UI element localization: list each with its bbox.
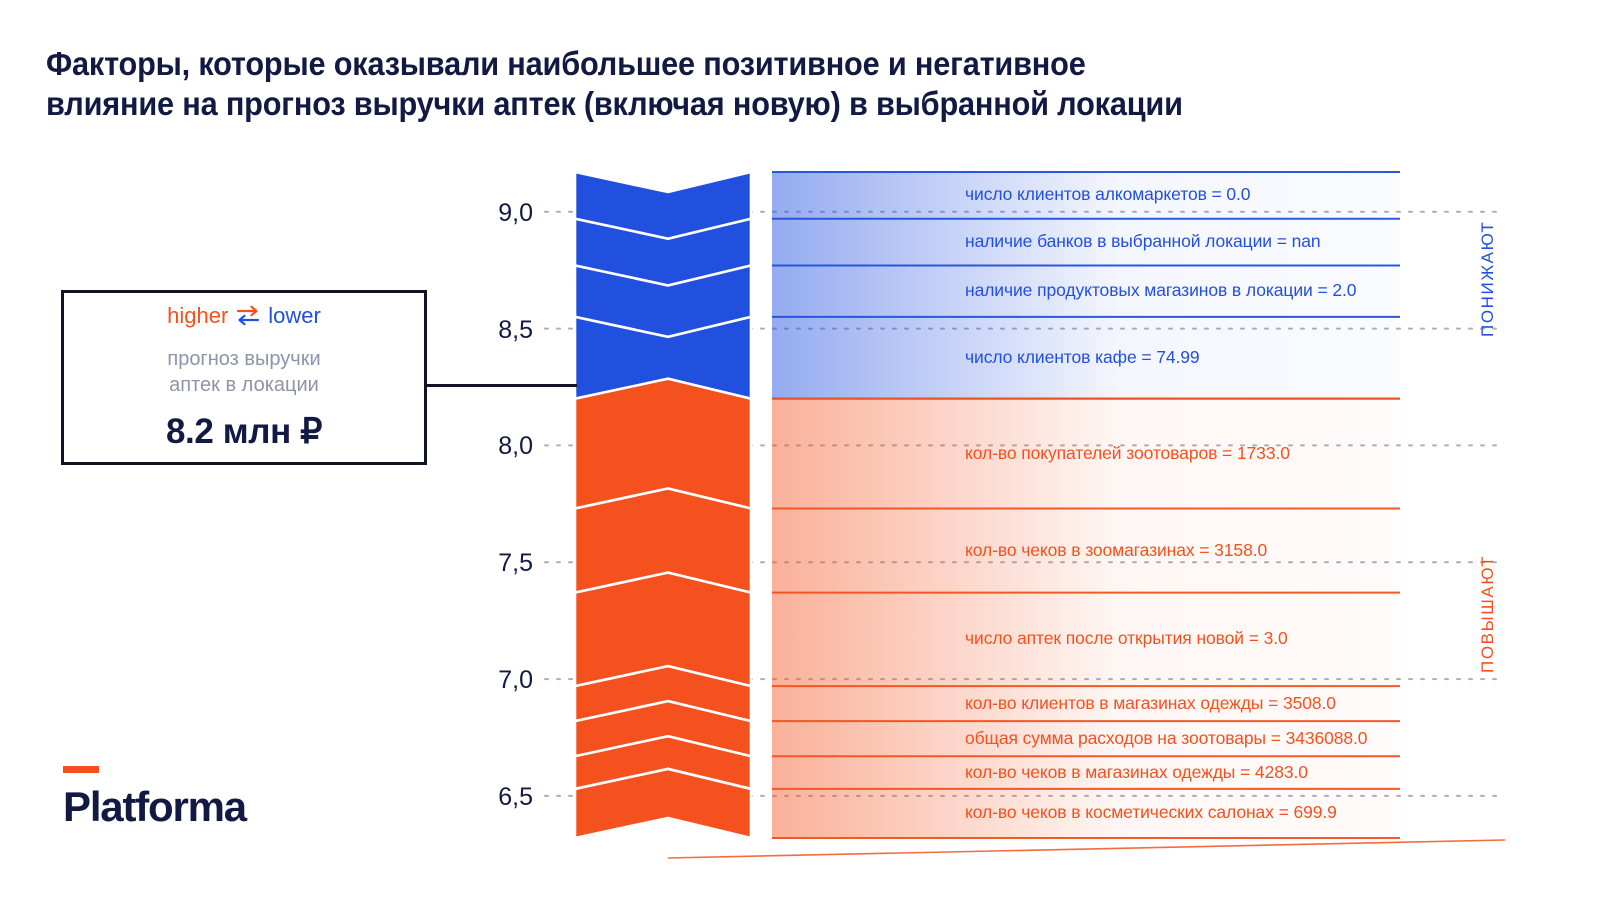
feature-label: кол-во чеков в зоомагазинах = 3158.0 — [965, 539, 1268, 560]
feature-label: наличие банков в выбранной локации = nan — [965, 231, 1321, 252]
prediction-callout-box: higher lower прогноз выручки аптек в лок… — [61, 290, 427, 465]
row-separators-group — [667, 171, 1506, 859]
feature-label: число клиентов кафе = 74.99 — [965, 346, 1200, 367]
legend-lower-label: lower — [268, 303, 321, 328]
label-panel — [772, 398, 1400, 509]
logo-dash-icon — [63, 766, 99, 773]
feature-label: наличие продуктовых магазинов в локации … — [965, 280, 1357, 301]
y-axis-tick-label: 6,5 — [498, 782, 533, 811]
feature-label: кол-во чеков в магазинах одежды = 4283.0 — [965, 761, 1308, 782]
page-title: Факторы, которые оказывали наибольшее по… — [46, 45, 1183, 122]
label-panel — [772, 788, 1400, 838]
label-panel — [772, 172, 1400, 219]
swap-horizontal-icon — [237, 305, 260, 326]
label-panel — [772, 721, 1400, 757]
feature-label: кол-во клиентов в магазинах одежды = 350… — [965, 692, 1336, 713]
tail-connector — [667, 839, 1506, 859]
feature-label: число клиентов алкомаркетов = 0.0 — [965, 184, 1251, 205]
label-panel — [772, 756, 1400, 789]
label-panels-group — [772, 172, 1400, 838]
label-panel — [772, 316, 1400, 399]
y-axis-tick-label: 7,0 — [498, 666, 533, 695]
callout-connector-line — [427, 384, 577, 387]
chevron-bands-group — [573, 170, 753, 840]
label-panel — [772, 218, 1400, 266]
side-caption-negative: ПОНИЖАЮТ — [1478, 220, 1497, 338]
feature-label: кол-во чеков в косметических салонах = 6… — [965, 802, 1337, 823]
higher-lower-legend: higher lower — [167, 303, 321, 329]
y-axis-tick-label: 8,5 — [498, 315, 533, 344]
feature-label: кол-во покупателей зоотоваров = 1733.0 — [965, 442, 1290, 463]
y-axis-tick-label: 9,0 — [498, 198, 533, 227]
y-axis-tick-label: 7,5 — [498, 549, 533, 578]
callout-subtitle: прогноз выручки аптек в локации — [167, 348, 321, 396]
feature-label: число аптек после открытия новой = 3.0 — [965, 628, 1288, 649]
chevron-band — [573, 767, 753, 840]
label-panel — [772, 592, 1400, 687]
y-axis-tick-label: 8,0 — [498, 432, 533, 461]
logo-text: Platforma — [63, 783, 247, 830]
label-panel — [772, 508, 1400, 593]
side-caption-positive: ПОВЫШАЮТ — [1478, 555, 1497, 674]
prediction-value: 8.2 млн ₽ — [165, 412, 323, 451]
label-panel — [772, 265, 1400, 317]
label-panel — [772, 686, 1400, 722]
platforma-logo: Platforma — [63, 766, 247, 830]
feature-label: общая сумма расходов на зоотовары = 3436… — [965, 727, 1368, 748]
legend-higher-label: higher — [167, 303, 229, 328]
